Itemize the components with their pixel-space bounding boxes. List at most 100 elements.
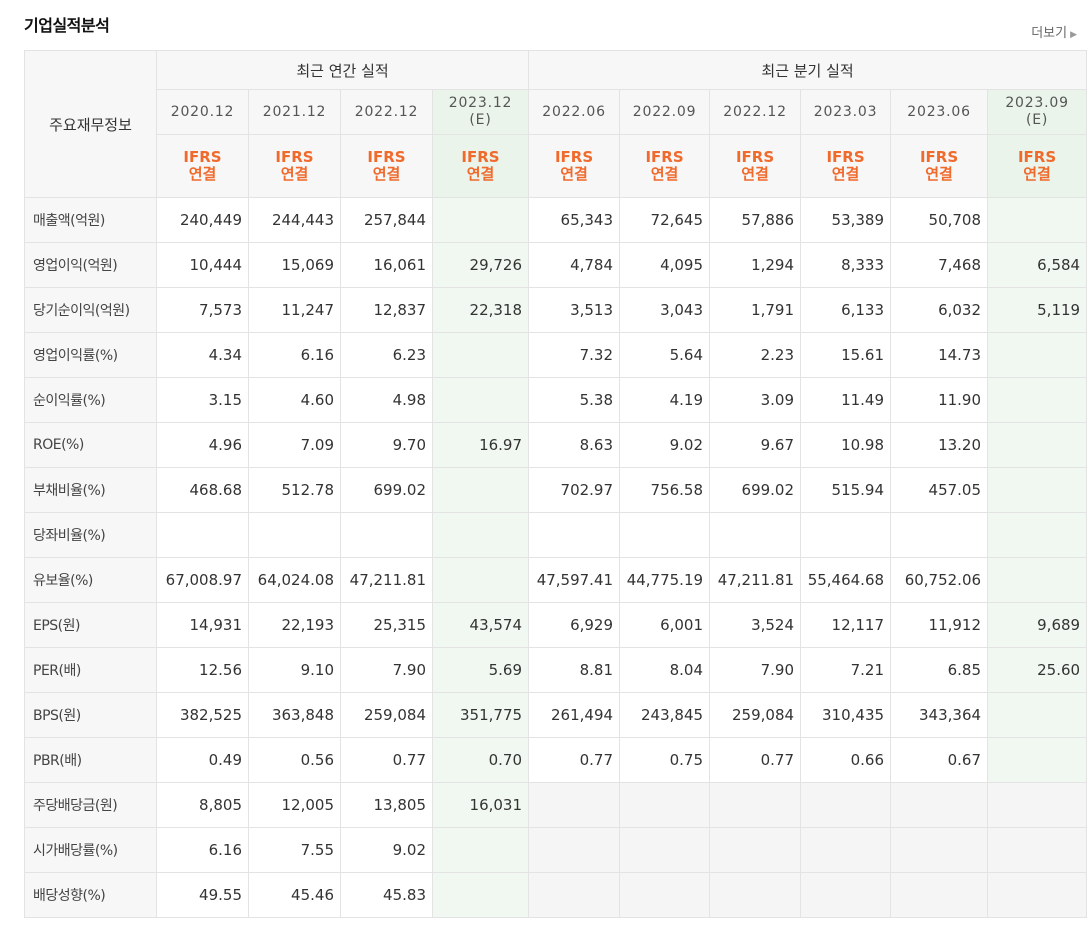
value-cell: 9.67	[709, 422, 802, 468]
standard-ifrs: IFRS	[735, 148, 775, 166]
value-cell: 756.58	[619, 467, 711, 513]
value-cell: 7.90	[340, 647, 433, 693]
period-header: 2023.03	[800, 89, 892, 135]
value-cell: 6,001	[619, 602, 711, 648]
value-cell: 72,645	[619, 197, 711, 243]
estimate-mark: (E)	[469, 112, 492, 128]
value-cell: 7.32	[528, 332, 621, 378]
more-link-label: 더보기	[1031, 26, 1068, 41]
value-cell	[987, 557, 1088, 603]
value-cell: 382,525	[156, 692, 249, 738]
value-cell	[987, 197, 1088, 243]
period-date: 2021.12	[262, 103, 327, 120]
table-row: 매출액(억원) 240,449 244,443 257,844 65,343 72,645…	[24, 197, 1088, 243]
value-cell: 4,784	[528, 242, 621, 288]
value-cell: 351,775	[431, 692, 530, 738]
row-label: 부채비율(%)	[24, 467, 157, 513]
accounting-standard: IFRS 연결	[528, 134, 621, 198]
value-cell	[987, 827, 1088, 873]
value-cell: 1,791	[709, 287, 802, 333]
standard-ifrs: IFRS	[275, 148, 314, 166]
row-label: 당좌비율(%)	[24, 512, 157, 558]
value-cell: 7,468	[890, 242, 989, 288]
value-cell: 0.56	[248, 737, 341, 783]
value-cell	[528, 827, 621, 873]
table-row: PER(배) 12.56 9.10 7.90 5.69 8.81 8.04 7.90 7.21 6…	[24, 647, 1088, 693]
value-cell: 6,032	[890, 287, 989, 333]
value-cell: 243,845	[619, 692, 711, 738]
value-cell: 13.20	[890, 422, 989, 468]
more-link[interactable]: 더보기 ▶	[1031, 22, 1077, 41]
value-cell: 4,095	[619, 242, 711, 288]
value-cell: 15,069	[248, 242, 341, 288]
period-header: 2022.12	[709, 89, 802, 135]
period-header: 2021.12	[248, 89, 341, 135]
value-cell	[431, 872, 530, 918]
value-cell: 16.97	[431, 422, 530, 468]
value-cell: 9.70	[340, 422, 433, 468]
row-label: 배당성향(%)	[24, 872, 157, 918]
standard-consolidated: 연결	[925, 165, 953, 183]
value-cell: 3,043	[619, 287, 711, 333]
table-row: 당좌비율(%)	[24, 512, 1088, 558]
table-row: 주당배당금(원) 8,805 12,005 13,805 16,031	[24, 782, 1088, 828]
period-header: 2022.06	[528, 89, 621, 135]
value-cell: 0.77	[528, 737, 621, 783]
value-cell: 64,024.08	[248, 557, 341, 603]
value-cell: 5.64	[619, 332, 711, 378]
value-cell: 9.02	[619, 422, 711, 468]
period-date: 2023.12	[448, 95, 513, 111]
value-cell: 15.61	[800, 332, 892, 378]
value-cell: 22,318	[431, 287, 530, 333]
standard-consolidated: 연결	[831, 165, 860, 183]
value-cell: 11.49	[800, 377, 892, 423]
period-header: 2023.09 (E)	[987, 89, 1088, 135]
value-cell: 2.23	[709, 332, 802, 378]
value-cell	[431, 827, 530, 873]
value-cell: 25.60	[987, 647, 1088, 693]
standard-consolidated: 연결	[280, 165, 309, 183]
value-cell: 457.05	[890, 467, 989, 513]
value-cell	[340, 512, 433, 558]
value-cell: 55,464.68	[800, 557, 892, 603]
value-cell: 9,689	[987, 602, 1088, 648]
period-header: 2022.12	[340, 89, 433, 135]
value-cell: 240,449	[156, 197, 249, 243]
value-cell: 1,294	[709, 242, 802, 288]
period-date: 2022.12	[723, 103, 787, 120]
row-label: 영업이익률(%)	[24, 332, 157, 378]
row-label: 영업이익(억원)	[24, 242, 157, 288]
value-cell: 11.90	[890, 377, 989, 423]
value-cell	[800, 827, 892, 873]
value-cell	[431, 332, 530, 378]
standard-consolidated: 연결	[188, 165, 217, 183]
table-row: BPS(원) 382,525 363,848 259,084 351,775 261,49…	[24, 692, 1088, 738]
row-label: PBR(배)	[24, 737, 157, 783]
row-label: BPS(원)	[24, 692, 157, 738]
table-row: PBR(배) 0.49 0.56 0.77 0.70 0.77 0.75 0.77 0.66 0.…	[24, 737, 1088, 783]
row-header-label: 주요재무정보	[24, 50, 157, 198]
value-cell: 11,247	[248, 287, 341, 333]
table-row: 영업이익(억원) 10,444 15,069 16,061 29,726 4,784 4,0…	[24, 242, 1088, 288]
section-title: 기업실적분석	[24, 16, 110, 35]
value-cell: 7.55	[248, 827, 341, 873]
value-cell: 5.69	[431, 647, 530, 693]
value-cell: 12,005	[248, 782, 341, 828]
value-cell: 16,031	[431, 782, 530, 828]
value-cell	[528, 782, 621, 828]
value-cell: 6.85	[890, 647, 989, 693]
value-cell	[528, 872, 621, 918]
value-cell	[987, 692, 1088, 738]
value-cell: 12,837	[340, 287, 433, 333]
value-cell	[987, 512, 1088, 558]
table-row: 시가배당률(%) 6.16 7.55 9.02	[24, 827, 1088, 873]
period-date: 2022.09	[632, 103, 697, 120]
value-cell: 4.98	[340, 377, 433, 423]
standard-consolidated: 연결	[372, 165, 401, 183]
row-label: ROE(%)	[24, 422, 157, 468]
value-cell: 7.21	[800, 647, 892, 693]
value-cell	[709, 872, 802, 918]
standard-ifrs: IFRS	[183, 148, 222, 166]
period-date: 2020.12	[170, 103, 235, 120]
value-cell	[431, 557, 530, 603]
